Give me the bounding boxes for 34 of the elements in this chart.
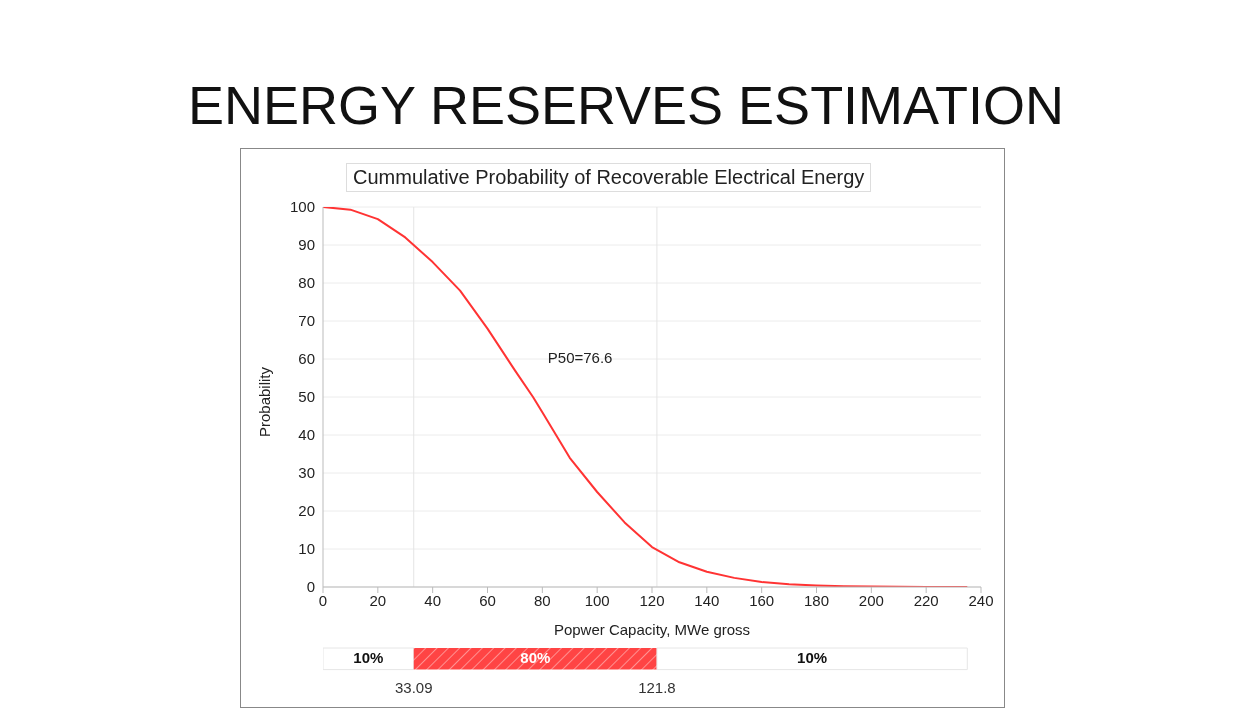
x-tick-label: 100 [584,591,610,609]
y-tick-label: 0 [306,578,315,596]
chart-subtitle: Cummulative Probability of Recoverable Electrical Energy [346,163,872,192]
x-tick-label: 80 [533,591,551,609]
x-tick-label: 20 [369,591,387,609]
y-tick-label: 50 [298,388,315,406]
y-tick-label: 90 [298,236,315,254]
x-tick-label: 160 [749,591,775,609]
annotation: 10% [796,649,829,666]
x-tick-label: 220 [913,591,939,609]
y-tick-label: 100 [289,198,315,216]
chart-title: ENERGY RESERVES ESTIMATION [186,74,1066,136]
x-tick-label: 180 [803,591,830,609]
y-tick-label: 20 [298,502,315,520]
y-tick-label: 70 [298,312,315,330]
x-tick-label: 200 [858,591,884,609]
x-tick-label: 60 [479,591,496,609]
annotation: 80% [519,649,552,666]
x-tick-label: 240 [968,591,994,609]
text: 121.8 [637,679,677,696]
y-tick-label: 60 [298,350,315,368]
y-tick-label: 10 [298,540,315,558]
x-tick-label: 140 [694,591,720,609]
annotation: P50=76.6 [547,349,613,366]
annotation: 10% [352,649,385,666]
y-tick-label: 40 [298,426,315,444]
x-axis-title: Popwer Capacity, MWe gross [553,621,751,638]
y-tick-label: 30 [298,464,315,482]
y-axis-title: Probability [256,366,274,437]
x-tick-label: 40 [424,591,442,609]
y-tick-label: 80 [298,274,315,292]
text: 33.09 [393,679,434,696]
x-tick-label: 120 [639,591,665,609]
x-tick-label: 0 [318,591,328,609]
